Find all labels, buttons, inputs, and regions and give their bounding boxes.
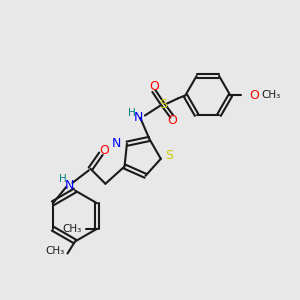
Text: N: N bbox=[65, 179, 74, 192]
Text: O: O bbox=[167, 114, 177, 128]
Text: CH₃: CH₃ bbox=[262, 90, 281, 100]
Text: N: N bbox=[134, 111, 143, 124]
Text: CH₃: CH₃ bbox=[63, 224, 82, 234]
Text: S: S bbox=[165, 149, 173, 162]
Text: O: O bbox=[149, 80, 159, 93]
Text: H: H bbox=[128, 107, 136, 118]
Text: CH₃: CH₃ bbox=[45, 245, 64, 256]
Text: O: O bbox=[99, 144, 109, 157]
Text: H: H bbox=[59, 174, 67, 184]
Text: O: O bbox=[249, 89, 259, 102]
Text: S: S bbox=[159, 98, 167, 111]
Text: N: N bbox=[112, 137, 122, 150]
